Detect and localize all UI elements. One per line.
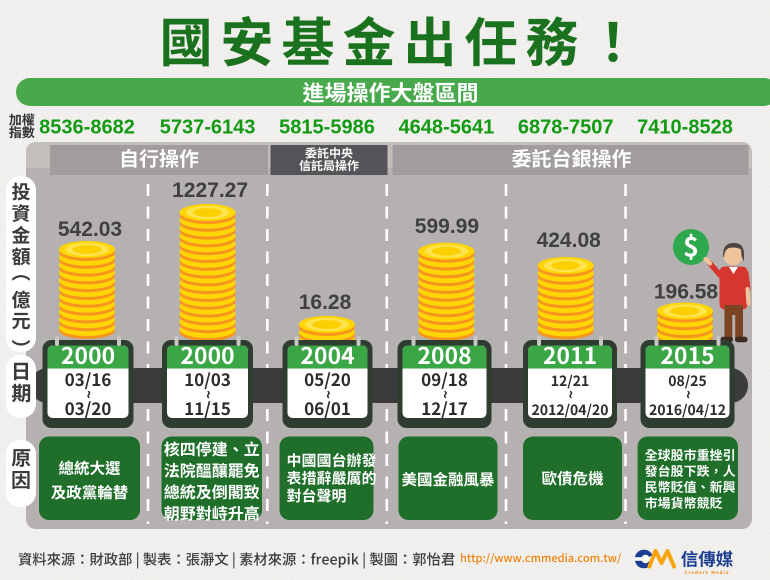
svg-text:4648-5641: 4648-5641 — [399, 117, 495, 139]
svg-text:196.58: 196.58 — [654, 281, 719, 304]
svg-text:1227.27: 1227.27 — [172, 179, 248, 202]
svg-text:5815-5986: 5815-5986 — [279, 117, 375, 139]
svg-text:599.99: 599.99 — [415, 215, 479, 238]
svg-text:5737-6143: 5737-6143 — [160, 117, 256, 139]
svg-text:7410-8528: 7410-8528 — [637, 117, 733, 139]
svg-text:424.08: 424.08 — [537, 229, 602, 252]
svg-text:542.03: 542.03 — [58, 218, 122, 241]
svg-text:8536-8682: 8536-8682 — [39, 117, 135, 139]
svg-text:16.28: 16.28 — [299, 291, 352, 314]
svg-text:6878-7507: 6878-7507 — [518, 117, 614, 139]
